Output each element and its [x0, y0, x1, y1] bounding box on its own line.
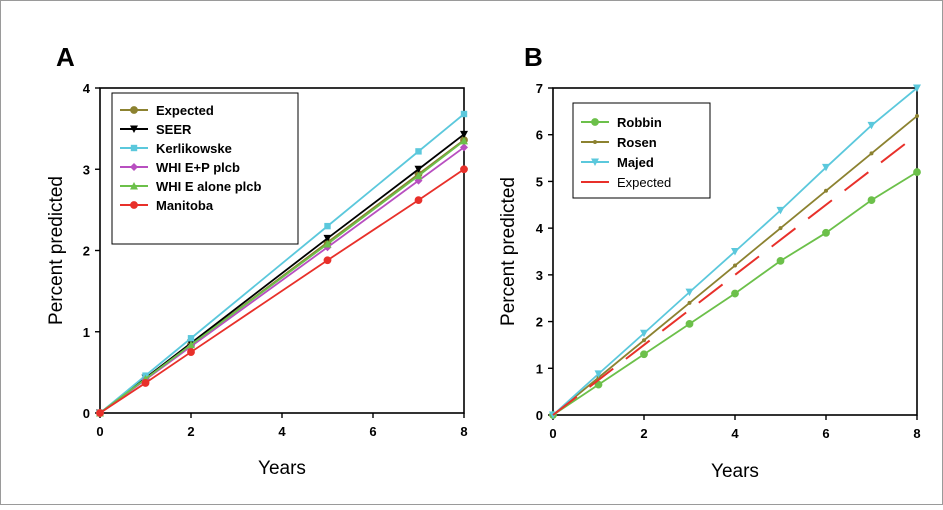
- x-tick-label: 4: [731, 426, 739, 441]
- data-point: [141, 379, 150, 387]
- legend-entry-label: WHI E+P plcb: [156, 160, 240, 175]
- data-point: [414, 196, 423, 205]
- series-line-expected: [552, 133, 918, 416]
- y-tick-label: 4: [83, 81, 91, 96]
- y-tick-label: 5: [536, 174, 543, 189]
- x-axis-label: Years: [711, 461, 759, 482]
- data-point: [824, 188, 828, 193]
- data-point: [414, 171, 423, 180]
- y-tick-label: 4: [536, 221, 544, 236]
- data-point: [594, 380, 603, 389]
- y-tick-label: 2: [83, 244, 90, 259]
- data-point: [323, 240, 332, 248]
- x-tick-label: 0: [96, 424, 103, 439]
- series-line-whi-e-alone-plcb: [99, 140, 465, 414]
- y-tick-label: 3: [83, 162, 90, 177]
- data-point: [776, 206, 785, 215]
- data-point: [414, 165, 423, 174]
- data-point: [96, 409, 104, 417]
- legend-swatch-marker: [591, 158, 599, 166]
- x-tick-label: 4: [278, 424, 286, 439]
- data-point: [415, 148, 422, 155]
- legend-entry-label: Kerlikowske: [156, 141, 232, 156]
- data-point: [323, 256, 332, 265]
- legend-swatch-marker: [130, 201, 138, 209]
- legend-entry-label: Manitoba: [156, 198, 214, 213]
- legend-entry-label: Expected: [156, 103, 214, 118]
- data-point: [685, 320, 694, 328]
- x-tick-label: 6: [822, 426, 829, 441]
- panel-label: B: [524, 42, 543, 72]
- data-point: [640, 350, 648, 359]
- panel-a-chart: A 0 2 4 6 8 0 1 2 3 4 Years Percent predicted Expecte…: [46, 42, 468, 479]
- y-axis-label: Percent predicted: [46, 176, 67, 325]
- y-tick-label: 1: [536, 361, 543, 376]
- x-axis-label: Years: [258, 458, 306, 479]
- y-tick-label: 3: [536, 268, 543, 283]
- y-tick-label: 1: [83, 325, 90, 340]
- data-point: [685, 288, 694, 297]
- legend-entry-label: Robbin: [617, 115, 662, 130]
- data-point: [460, 136, 468, 145]
- y-tick-label: 0: [83, 406, 90, 421]
- legend-entry-label: WHI E alone plcb: [156, 179, 262, 194]
- y-axis-label: Percent predicted: [498, 177, 519, 326]
- data-point: [913, 84, 921, 92]
- data-point: [867, 196, 876, 205]
- x-tick-label: 8: [913, 426, 920, 441]
- legend-entry-label: SEER: [156, 122, 192, 137]
- legend-swatch-marker: [130, 163, 138, 171]
- x-tick-label: 2: [187, 424, 194, 439]
- data-point: [642, 338, 646, 343]
- legend-swatch-marker: [130, 144, 138, 152]
- data-point: [460, 130, 468, 139]
- panel-label: A: [56, 42, 75, 72]
- data-point: [869, 151, 874, 156]
- legend-swatch-marker: [591, 118, 599, 126]
- legend-entry-label: Majed: [617, 155, 654, 170]
- legend-swatch-marker: [130, 182, 138, 190]
- data-point: [187, 340, 195, 349]
- data-point: [867, 121, 876, 130]
- data-point: [913, 168, 921, 176]
- data-point: [594, 370, 603, 378]
- series-line-kerlikowske: [99, 113, 465, 414]
- x-tick-label: 0: [549, 426, 556, 441]
- data-point: [687, 300, 692, 305]
- data-point: [323, 234, 332, 243]
- y-tick-label: 0: [536, 408, 543, 423]
- data-point: [460, 165, 468, 174]
- data-point: [640, 329, 648, 338]
- legend-entry-label: Rosen: [617, 135, 657, 150]
- x-tick-label: 8: [460, 424, 467, 439]
- series-line-manitoba: [99, 168, 465, 414]
- data-point: [822, 163, 830, 172]
- legend-box: [111, 92, 299, 245]
- data-point: [460, 143, 468, 152]
- x-tick-label: 2: [640, 426, 647, 441]
- panel-b-chart: B 0 2 4 6 8 0 1 2 3 4 5 6 7 Years Percent predicted Robb…: [498, 42, 921, 482]
- data-point: [187, 348, 195, 356]
- data-point: [731, 248, 739, 256]
- data-point: [733, 263, 737, 268]
- data-point: [187, 335, 195, 342]
- data-point: [822, 228, 830, 237]
- y-tick-label: 2: [536, 315, 543, 330]
- legend-swatch-marker: [130, 125, 138, 133]
- data-point: [776, 256, 785, 265]
- data-point: [731, 289, 739, 298]
- data-point: [778, 226, 783, 231]
- data-point: [324, 222, 331, 230]
- legend-entry-label: Expected: [617, 175, 671, 190]
- legend-swatch-marker: [130, 106, 138, 114]
- y-tick-label: 7: [536, 81, 543, 96]
- y-tick-label: 6: [536, 128, 543, 143]
- data-point: [915, 114, 919, 119]
- data-point: [460, 110, 468, 118]
- x-tick-label: 6: [369, 424, 376, 439]
- legend-swatch-marker: [593, 140, 597, 144]
